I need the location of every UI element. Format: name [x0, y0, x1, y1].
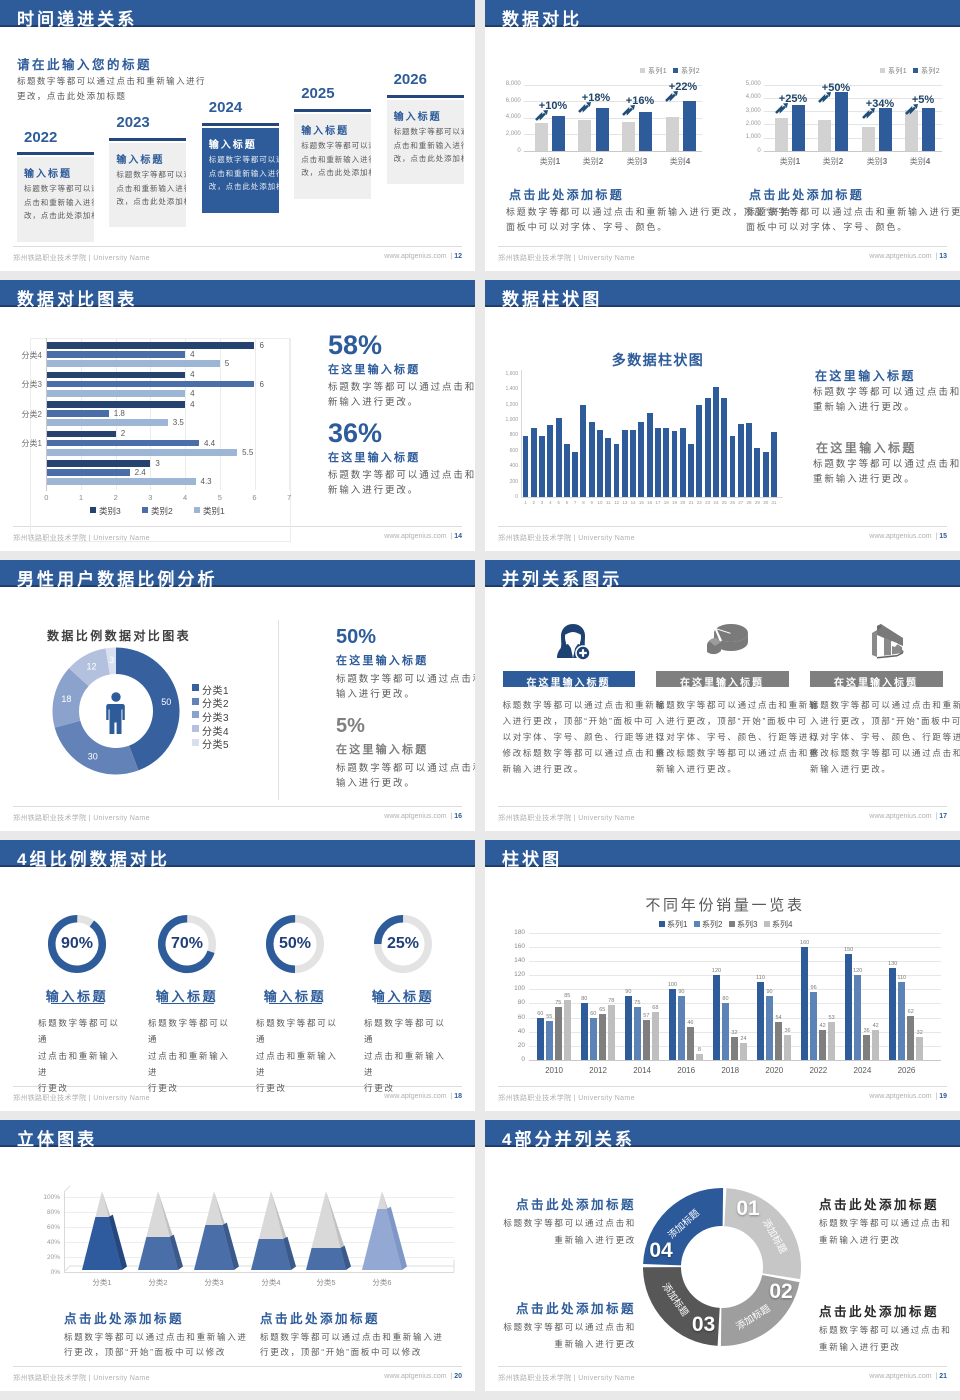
svg-text:18: 18 [61, 694, 71, 704]
svg-text:50: 50 [161, 697, 171, 707]
svg-text:3: 3 [109, 655, 114, 665]
svg-text:30: 30 [87, 751, 97, 761]
svg-text:12: 12 [86, 661, 96, 671]
